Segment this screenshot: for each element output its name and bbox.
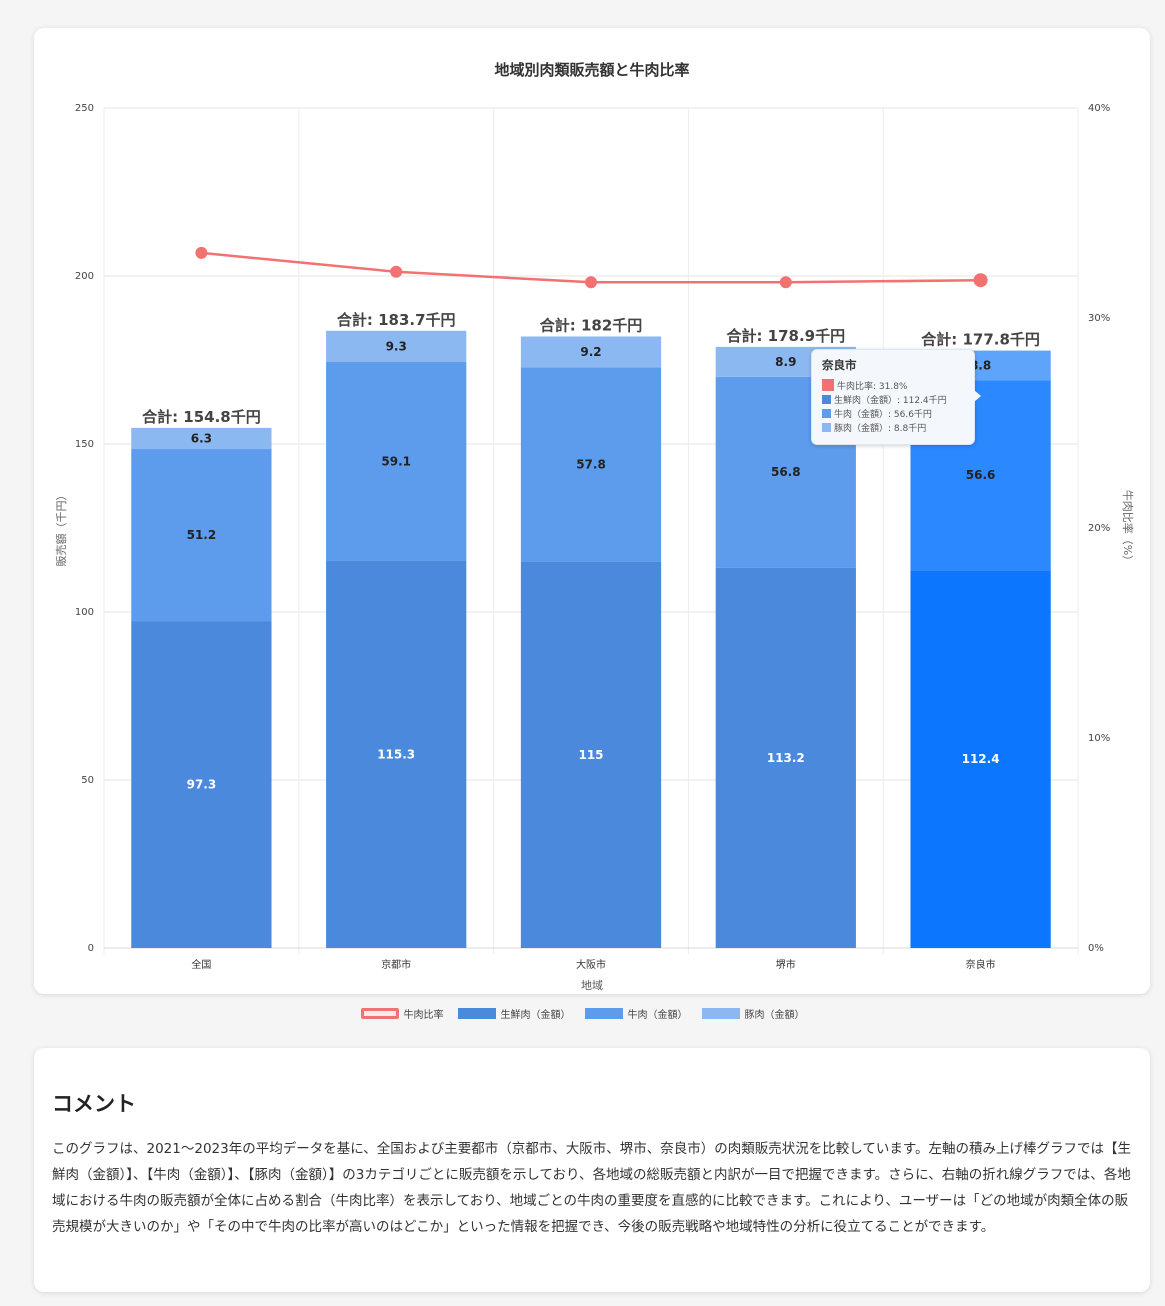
- legend-item-beef-ratio[interactable]: 牛肉比率: [360, 1006, 444, 1021]
- legend-swatch: [457, 1008, 496, 1019]
- bar-total-label: 合計: 183.7千円: [336, 311, 456, 329]
- legend-label: 生鮮肉（金額）: [500, 1010, 571, 1021]
- ratio-line: [195, 246, 988, 289]
- legend-item-pork[interactable]: 豚肉（金額）: [701, 1006, 805, 1021]
- y-axis-title: 販売額（千円）: [55, 490, 68, 567]
- bar-value-label: 6.3: [191, 431, 212, 445]
- tooltip-row: 牛肉（金額）: 56.6千円: [822, 406, 964, 420]
- legend-swatch: [360, 1008, 399, 1019]
- bar-fresh-meat: [326, 560, 467, 948]
- ratio-point: [585, 276, 597, 289]
- x-tick-label: 全国: [191, 958, 211, 971]
- tooltip-row: 牛肉比率: 31.8%: [822, 378, 964, 392]
- bar-value-label: 51.2: [187, 528, 217, 542]
- bar-pork: [131, 427, 272, 450]
- bar-value-label: 56.8: [771, 465, 801, 479]
- x-tick-label: 奈良市: [966, 958, 996, 971]
- bar-pork: [520, 336, 662, 368]
- legend-label: 牛肉（金額）: [627, 1010, 688, 1021]
- legend-swatch: [701, 1008, 740, 1019]
- tooltip-text: 牛肉比率: 31.8%: [837, 381, 908, 392]
- tooltip-text: 豚肉（金額）: 8.8千円: [834, 423, 927, 434]
- ratio-point: [973, 273, 988, 288]
- bar-value-label: 57.8: [576, 457, 606, 471]
- bar-total-label: 合計: 182千円: [539, 316, 643, 334]
- x-tick-label: 堺市: [776, 958, 796, 971]
- bar-value-label: 9.3: [386, 339, 407, 353]
- bar-beef: [131, 449, 272, 622]
- comment-body: このグラフは、2021〜2023年の平均データを基に、全国および主要都市（京都市…: [52, 1141, 1132, 1235]
- bars: [131, 330, 1051, 948]
- tooltip-row: 生鮮肉（金額）: 112.4千円: [822, 392, 964, 406]
- legend-swatch: [584, 1008, 623, 1019]
- tooltip-swatch: [822, 408, 831, 418]
- bar-fresh-meat: [910, 570, 1051, 948]
- tooltip-swatch: [822, 394, 831, 404]
- bar-beef: [326, 362, 467, 561]
- x-axis-title: 地域: [581, 979, 603, 992]
- y-tick-label: 100: [75, 607, 94, 618]
- bar-value-label: 8.9: [775, 355, 796, 369]
- bar-fresh-meat: [520, 561, 662, 948]
- y-tick-label: 200: [75, 271, 94, 282]
- comment-card: コメント このグラフは、2021〜2023年の平均データを基に、全国および主要都…: [34, 1048, 1150, 1292]
- y2-tick-label: 30%: [1088, 313, 1110, 324]
- tooltip-swatch: [822, 422, 831, 432]
- labels: 地域別肉類販売額と牛肉比率 250 200 150 100 50 0 40% 30% 20% 10%…: [55, 61, 1135, 992]
- y-tick-label: 0: [88, 943, 94, 954]
- bar-value-label: 59.1: [381, 454, 411, 468]
- chart-card: 地域別肉類販売額と牛肉比率 250 200 150 100 50 0 40% 30% 20% 10%…: [34, 28, 1150, 994]
- tooltip-text: 牛肉（金額）: 56.6千円: [834, 409, 932, 420]
- x-tick-label: 大阪市: [576, 958, 606, 971]
- bar-value-label: 97.3: [187, 778, 217, 792]
- y-tick-label: 50: [81, 775, 94, 786]
- y2-tick-label: 40%: [1088, 103, 1110, 114]
- y-tick-label: 150: [75, 439, 94, 450]
- tooltip-text: 生鮮肉（金額）: 112.4千円: [834, 395, 947, 406]
- legend-item-fresh-meat[interactable]: 生鮮肉（金額）: [457, 1006, 571, 1021]
- y2-tick-label: 10%: [1088, 733, 1110, 744]
- bar-value-label: 115: [578, 748, 603, 762]
- legend-item-beef[interactable]: 牛肉（金額）: [584, 1006, 688, 1021]
- chart-title: 地域別肉類販売額と牛肉比率: [494, 61, 689, 79]
- bar-value-label: 8.8: [970, 358, 991, 372]
- bar-value-label: 9.2: [580, 345, 601, 359]
- bar-value-label: 113.2: [767, 751, 805, 765]
- legend-label: 豚肉（金額）: [744, 1010, 805, 1021]
- legend-label: 牛肉比率: [403, 1010, 444, 1021]
- tooltip-row: 豚肉（金額）: 8.8千円: [822, 420, 964, 434]
- chart-tooltip: 奈良市 牛肉比率: 31.8% 生鮮肉（金額）: 112.4千円 牛肉（金額）:…: [811, 349, 981, 445]
- ratio-point: [779, 276, 792, 289]
- y2-tick-label: 20%: [1088, 523, 1110, 534]
- bar-pork: [326, 330, 467, 363]
- y-tick-label: 250: [75, 103, 94, 114]
- bar-fresh-meat: [715, 567, 856, 948]
- chart-legend: 牛肉比率 生鮮肉（金額） 牛肉（金額） 豚肉（金額）: [0, 1006, 1165, 1021]
- x-tick-label: 京都市: [381, 958, 411, 971]
- bar-value-label: 112.4: [962, 752, 1000, 766]
- ratio-point: [390, 265, 403, 278]
- y2-axis-title: 牛肉比率（%）: [1121, 490, 1135, 566]
- comment-title: コメント: [52, 1092, 136, 1116]
- bar-value-label: 115.3: [377, 747, 415, 761]
- bar-beef: [520, 367, 662, 562]
- bar-fresh-meat: [131, 621, 272, 948]
- tooltip-title: 奈良市: [822, 358, 857, 372]
- bar-value-label: 56.6: [966, 468, 996, 482]
- chart: 地域別肉類販売額と牛肉比率 250 200 150 100 50 0 40% 30% 20% 10%…: [55, 61, 1135, 992]
- bar-total-label: 合計: 154.8千円: [141, 408, 261, 426]
- ratio-point: [195, 246, 208, 259]
- y2-tick-label: 0%: [1088, 943, 1104, 954]
- bar-total-label: 合計: 177.8千円: [920, 331, 1040, 349]
- bar-total-label: 合計: 178.9千円: [725, 327, 845, 345]
- tooltip-swatch: [822, 379, 834, 391]
